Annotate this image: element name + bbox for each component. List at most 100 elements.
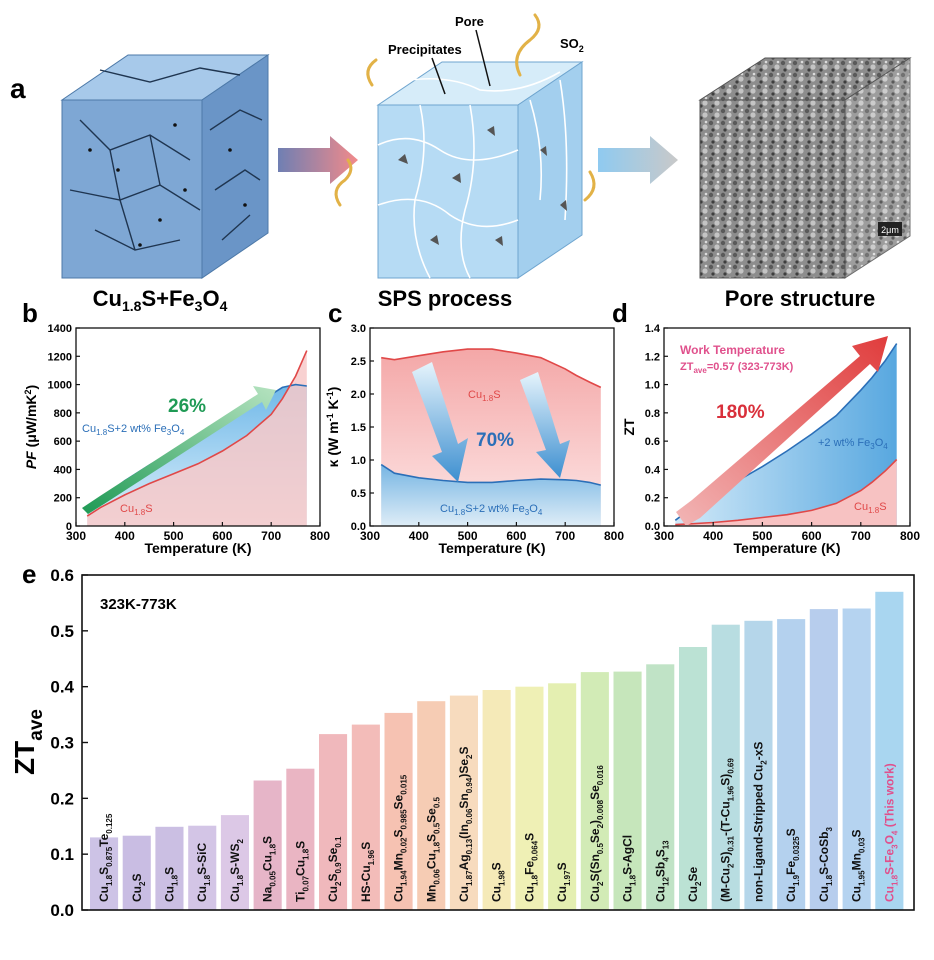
e-ylabel: ZTave bbox=[9, 709, 47, 775]
e-bar bbox=[188, 825, 217, 910]
cube-precursor bbox=[60, 54, 270, 279]
d-ytick-label: 1.4 bbox=[645, 323, 661, 335]
e-range-label: 323K-773K bbox=[100, 596, 177, 613]
process-arrow-1 bbox=[278, 136, 358, 184]
panel-a-letter: a bbox=[10, 73, 26, 104]
d-annotation: 180% bbox=[716, 402, 765, 423]
e-bar-label: Cu1.97S bbox=[555, 862, 572, 902]
e-bar bbox=[417, 701, 446, 910]
b-ytick-label: 1000 bbox=[48, 380, 72, 392]
label-pore: Pore bbox=[455, 14, 484, 29]
b-ylabel: PF (μW/mK2) bbox=[23, 385, 39, 469]
chart-b: 26% Cu1.8S+2 wt% Fe3O4 Cu1.8S 300 400 500 6… bbox=[23, 323, 330, 556]
cube-sps bbox=[376, 61, 584, 279]
d-xtick-label: 800 bbox=[900, 529, 920, 543]
so2-smoke bbox=[334, 13, 596, 207]
c-xtick-label: 600 bbox=[506, 529, 526, 543]
c-label-blue: Cu1.8S+2 wt% Fe3O4 bbox=[440, 503, 543, 517]
c-ytick-label: 2.5 bbox=[351, 356, 366, 368]
d-series-red-line bbox=[675, 458, 898, 526]
e-bar-label: Na0.05Cu1.8S bbox=[261, 836, 278, 902]
e-bar bbox=[482, 690, 511, 910]
b-label-red: Cu1.8S bbox=[120, 503, 153, 517]
c-series-red-line bbox=[381, 348, 602, 389]
e-bar-label: Cu1.9Fe0.0325S bbox=[784, 828, 801, 902]
e-bar-label: (M-Cu2S)0.31-(T-Cu1.96S)0.69 bbox=[719, 758, 736, 902]
e-ytick-label: 0.4 bbox=[50, 678, 74, 697]
e-bar bbox=[449, 695, 478, 910]
e-bar-label: Cu1.8S-Fe3O4 (This work) bbox=[882, 763, 899, 902]
b-annotation: 26% bbox=[168, 396, 206, 417]
d-xtick-label: 700 bbox=[851, 529, 871, 543]
chart-c: 70% Cu1.8S Cu1.8S+2 wt% Fe3O4 300 400 500 6… bbox=[325, 323, 624, 556]
b-frame bbox=[75, 327, 321, 527]
e-bar bbox=[122, 835, 151, 910]
b-series-red-fill bbox=[87, 350, 307, 526]
b-ytick-label: 400 bbox=[54, 464, 72, 476]
e-ytick-label: 0.2 bbox=[50, 789, 74, 808]
e-bar bbox=[286, 768, 315, 910]
chart-d: 180% Work Temperature ZTave=0.57 (323-77… bbox=[621, 323, 920, 556]
b-ytick-label: 1400 bbox=[48, 323, 72, 335]
e-ytick-label: 0.5 bbox=[50, 622, 74, 641]
d-ytick-label: 0.0 bbox=[645, 521, 660, 533]
c-xlabel: Temperature (K) bbox=[438, 540, 545, 556]
scale-bar-label: 2μm bbox=[881, 225, 899, 235]
b-increase-arrow bbox=[82, 386, 276, 514]
e-bar-label: Cu2S(Sn0.5Se2)0.008Se0.016 bbox=[588, 765, 605, 902]
c-ytick-label: 1.5 bbox=[351, 422, 366, 434]
d-work-temp-title: Work Temperature bbox=[680, 343, 785, 357]
e-bar-label: Cu1.8S-CoSb3 bbox=[817, 827, 834, 902]
chart-e: 323K-773K Cu1.8S0.875Te0.125 Cu2S Cu1.8S Cu… bbox=[9, 566, 915, 920]
e-bar bbox=[319, 734, 348, 910]
c-decrease-arrow-2 bbox=[520, 372, 570, 478]
e-bar bbox=[809, 609, 838, 910]
e-bar bbox=[711, 624, 740, 910]
e-bar-label: Cu1.98S bbox=[490, 862, 507, 902]
d-frame bbox=[663, 327, 911, 527]
e-bar-label: Cu12Sb4S13 bbox=[653, 840, 670, 902]
panel-c-letter: c bbox=[328, 298, 342, 328]
e-bar bbox=[875, 591, 904, 911]
d-label-red: Cu1.8S bbox=[854, 501, 887, 515]
e-bar bbox=[777, 619, 806, 910]
e-bar bbox=[155, 826, 184, 910]
c-xtick-label: 800 bbox=[604, 529, 624, 543]
c-annotation: 70% bbox=[476, 430, 514, 451]
b-ytick-label: 200 bbox=[54, 493, 72, 505]
panel-e: e 323K-773K Cu1.8S0.875Te0.125 Cu2S Cu1.8S… bbox=[9, 559, 915, 920]
d-ytick-label: 1.0 bbox=[645, 380, 660, 392]
d-ytick-label: 0.8 bbox=[645, 408, 660, 420]
e-bar-label: Cu2S0.9Se0.1 bbox=[326, 836, 343, 902]
d-xtick-label: 300 bbox=[654, 529, 674, 543]
e-bar-label: Cu2S bbox=[130, 874, 147, 902]
d-ytick-label: 0.6 bbox=[645, 436, 660, 448]
c-series-blue-line bbox=[380, 463, 601, 486]
cube1-caption: Cu1.8S+Fe3O4 bbox=[93, 286, 228, 314]
d-increase-arrow bbox=[676, 336, 888, 526]
c-label-red: Cu1.8S bbox=[468, 389, 501, 403]
b-xtick-label: 800 bbox=[310, 529, 330, 543]
e-bar-label: Cu1.8S-AgCl bbox=[621, 835, 638, 902]
e-bar-label: Cu1.8Fe0.064S bbox=[522, 833, 539, 902]
d-xtick-label: 600 bbox=[802, 529, 822, 543]
b-xlabel: Temperature (K) bbox=[144, 540, 251, 556]
e-bar-label: Cu1.8S bbox=[163, 867, 180, 902]
b-xtick-label: 300 bbox=[66, 529, 86, 543]
panel-e-letter: e bbox=[22, 559, 36, 589]
panel-d: d 180% Work Temperature ZTave=0.57 (323-… bbox=[612, 298, 920, 556]
e-bar-label: non-Ligand-Stripped Cu2-xS bbox=[752, 742, 769, 902]
e-bar-label: Cu1.8S0.875Te0.125 bbox=[97, 813, 114, 902]
cube3-caption: Pore structure bbox=[725, 286, 875, 311]
e-bar-label: HS-Cu1.96S bbox=[359, 842, 376, 902]
e-bar-label: Cu1.8S-SiC bbox=[195, 843, 212, 902]
e-bar-label: Cu2Se bbox=[686, 867, 703, 902]
d-ytick-label: 0.4 bbox=[645, 464, 661, 476]
e-bar bbox=[384, 712, 413, 910]
pore-pointer bbox=[475, 29, 491, 87]
e-bar-label: Mn0.06Cu1.8S0.5Se0.5 bbox=[424, 796, 441, 902]
e-ytick-label: 0.3 bbox=[50, 734, 74, 753]
b-ytick-label: 600 bbox=[54, 436, 72, 448]
c-ylabel: κ (W m-1 K-1) bbox=[325, 387, 341, 468]
e-bar-label: Cu1.94Mn0.02S0.985Se0.015 bbox=[392, 774, 409, 902]
